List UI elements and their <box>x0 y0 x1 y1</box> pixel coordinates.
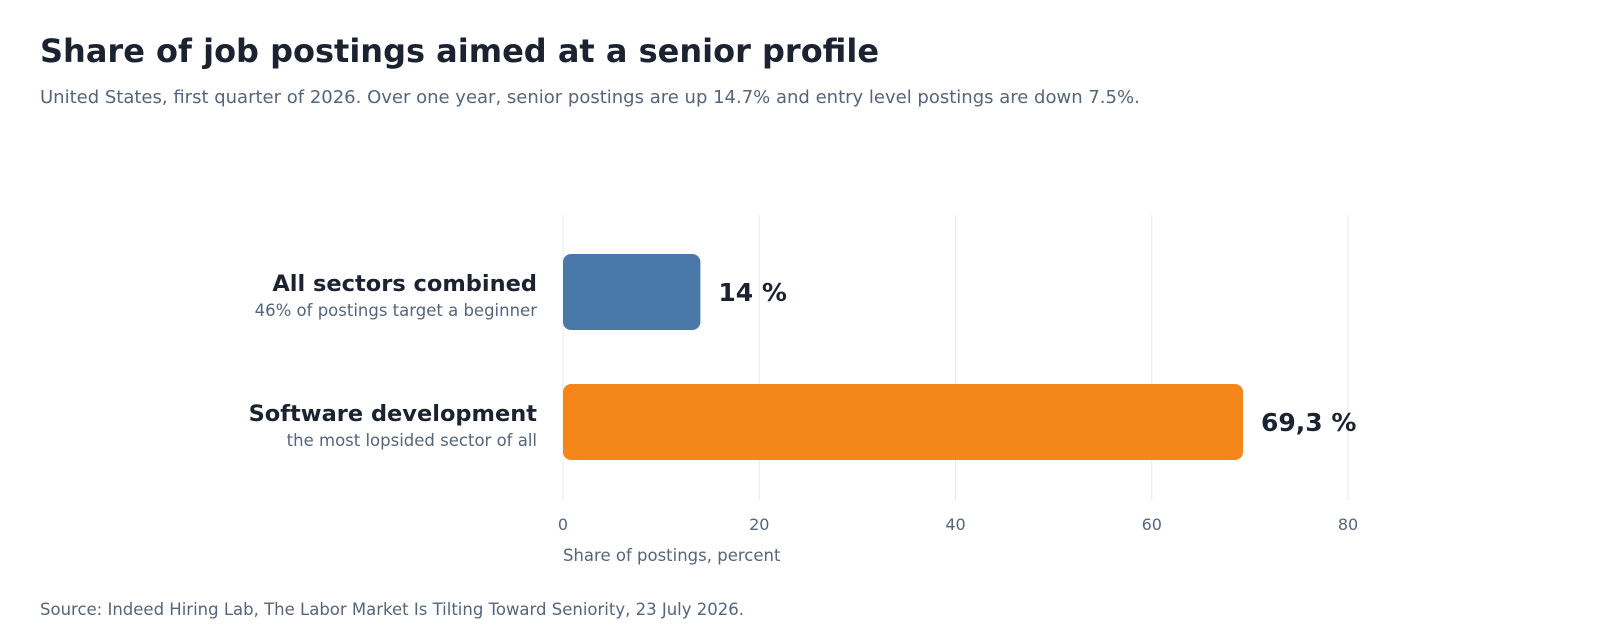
chart-title: Share of job postings aimed at a senior … <box>40 32 880 70</box>
x-tick-label: 80 <box>1338 515 1358 534</box>
chart-subtitle: United States, first quarter of 2026. Ov… <box>40 87 1140 108</box>
category-label: All sectors combined <box>272 271 537 297</box>
x-tick-label: 20 <box>749 515 769 534</box>
x-axis-label: Share of postings, percent <box>563 546 781 565</box>
bar <box>563 384 1244 460</box>
x-tick-label: 40 <box>945 515 965 534</box>
x-tick-label: 60 <box>1142 515 1162 534</box>
x-tick-label: 0 <box>558 515 568 534</box>
category-note: the most lopsided sector of all <box>287 431 537 450</box>
source-note: Source: Indeed Hiring Lab, The Labor Mar… <box>40 600 745 619</box>
category-label: Software development <box>249 401 538 427</box>
value-label: 69,3 % <box>1261 408 1356 437</box>
bar <box>563 254 701 330</box>
value-label: 14 % <box>718 278 787 307</box>
category-note: 46% of postings target a beginner <box>255 301 538 320</box>
